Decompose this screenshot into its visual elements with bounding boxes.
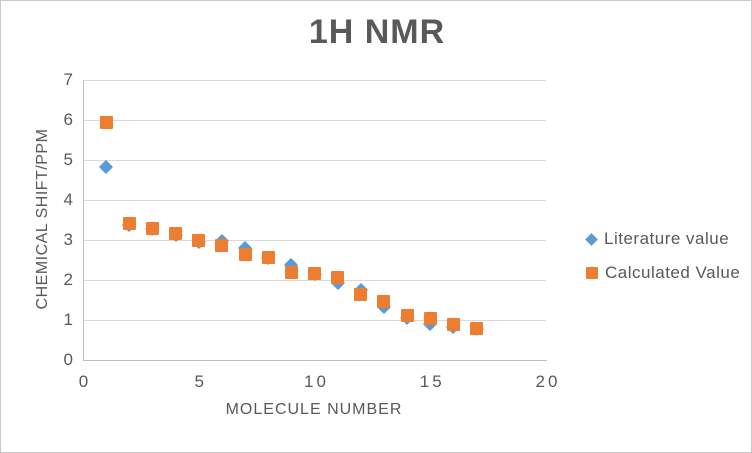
x-tick-label: 20 xyxy=(535,372,561,391)
gridline xyxy=(83,160,546,161)
y-tick-label: 2 xyxy=(63,270,73,289)
y-tick-label: 1 xyxy=(63,310,73,329)
y-tick-label: 7 xyxy=(63,70,73,89)
y-tick-label: 6 xyxy=(63,110,73,129)
gridline xyxy=(83,120,546,121)
legend-label-literature: Literature value xyxy=(604,229,730,248)
diamond-marker-icon xyxy=(585,232,598,246)
gridline xyxy=(83,240,546,241)
data-point-calculated xyxy=(308,266,321,280)
gridline xyxy=(83,200,546,201)
y-axis-title: CHEMICAL SHIFT/PPM xyxy=(34,128,51,310)
legend-item-literature-value: Literature value xyxy=(584,225,740,253)
data-point-calculated xyxy=(99,115,113,129)
data-point-calculated xyxy=(261,250,275,264)
data-point-calculated xyxy=(377,294,391,308)
y-tick-label: 0 xyxy=(63,350,73,369)
y-tick-label: 4 xyxy=(63,190,73,209)
legend: Literature value Calculated Value xyxy=(584,225,740,293)
x-axis-title: MOLECULE NUMBER xyxy=(225,401,403,418)
data-point-literature xyxy=(99,160,114,175)
legend-label-calculated: Calculated Value xyxy=(605,263,741,282)
y-axis-line xyxy=(83,80,84,360)
y-tick-label: 5 xyxy=(63,150,73,169)
gridline xyxy=(83,80,546,81)
data-point-calculated xyxy=(470,321,484,335)
data-point-calculated xyxy=(145,221,159,235)
data-point-calculated xyxy=(423,311,437,325)
data-point-calculated xyxy=(215,238,229,252)
data-point-calculated xyxy=(331,271,345,285)
data-point-calculated xyxy=(238,248,252,262)
x-tick-label: 0 xyxy=(78,372,92,391)
square-marker-icon xyxy=(586,267,598,279)
data-point-calculated xyxy=(284,265,298,279)
legend-item-calculated-value: Calculated Value xyxy=(584,259,740,287)
x-tick-label: 15 xyxy=(419,372,445,391)
chart-title: 1H NMR xyxy=(308,13,446,51)
x-tick-label: 10 xyxy=(304,372,329,391)
data-point-calculated xyxy=(354,288,368,302)
x-axis-line xyxy=(83,360,547,361)
gridline xyxy=(83,320,546,321)
data-point-calculated xyxy=(446,318,460,332)
data-point-calculated xyxy=(192,233,206,247)
data-point-calculated xyxy=(400,308,414,322)
data-point-calculated xyxy=(169,226,183,240)
x-tick-label: 5 xyxy=(194,372,207,391)
data-point-calculated xyxy=(122,216,136,230)
y-tick-label: 3 xyxy=(63,230,73,249)
